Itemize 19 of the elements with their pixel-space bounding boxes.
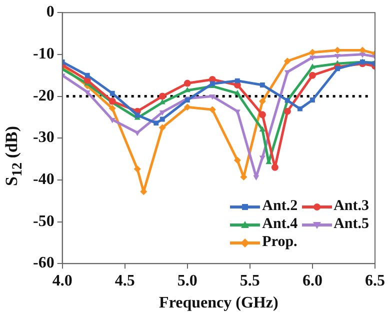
y-tick-label: -60	[33, 254, 54, 272]
x-tick-label: 5.5	[240, 272, 260, 290]
y-tick-label: -20	[33, 87, 54, 104]
legend-label: Ant.5	[334, 216, 369, 233]
y-tick-label: -50	[33, 212, 54, 230]
x-tick-label: 6.0	[302, 272, 322, 290]
legend-label: Ant.2	[262, 198, 298, 215]
x-tick-label: 6.5	[365, 272, 385, 290]
legend-label: Prop.	[262, 234, 298, 251]
y-tick-label: -40	[33, 171, 54, 188]
y-tick-label: 0	[46, 4, 54, 21]
x-tick-label: 5.0	[177, 272, 198, 290]
y-tick-label: -30	[33, 129, 54, 146]
legend-label: Ant.3	[334, 198, 369, 215]
x-tick-label: 4.0	[52, 272, 72, 290]
x-tick-label: 4.5	[114, 272, 135, 290]
legend-label: Ant.4	[262, 216, 298, 233]
y-tick-label: -10	[33, 46, 54, 63]
x-axis-title: Frequency (GHz)	[159, 294, 278, 312]
